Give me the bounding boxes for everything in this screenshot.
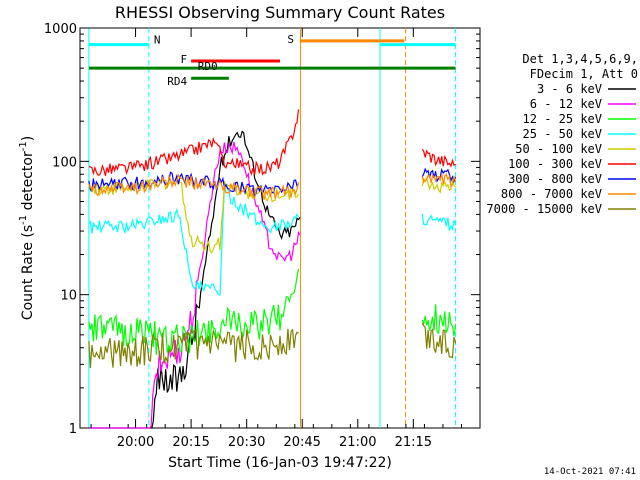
chart-title: RHESSI Observing Summary Count Rates [115,3,445,22]
x-tick-label: 20:45 [283,435,320,450]
x-axis-label: Start Time (16-Jan-03 19:47:22) [168,455,392,471]
series-line-12_25keV [421,304,457,337]
legend-label: 100 - 300 keV [508,157,602,171]
plot-frame [79,27,481,429]
legend-header-line1: Det 1,3,4,5,6,9, [522,52,638,66]
x-tick-label: 20:00 [117,435,154,450]
legend-label: 12 - 25 keV [523,112,602,126]
x-tick-label: 21:00 [339,435,376,450]
legend-label: 300 - 800 keV [508,172,602,186]
y-tick-label: 10 [60,289,77,304]
series-line-100_300keV [88,109,300,176]
legend-label: 7000 - 15000 keV [486,202,602,216]
series-line-25_50keV [88,184,300,297]
x-tick-label: 20:30 [228,435,265,450]
legend-header-line2: FDecim 1, Att 0 [530,67,638,81]
series-line-12_25keV [88,268,300,355]
series-line-7000_15000keV [88,328,299,369]
legend-label: 3 - 6 keV [537,82,602,96]
series-line-25_50keV [421,213,457,232]
flag-label-f: F [180,53,187,66]
series-line-7000_15000keV [421,322,457,359]
flag-label-n: N [154,34,161,47]
series-line-100_300keV [421,148,456,168]
series-line-6_12keV [88,141,301,429]
x-tick-label: 20:15 [172,435,209,450]
legend: Det 1,3,4,5,6,9, FDecim 1, Att 0 3 - 6 k… [486,52,638,216]
flag-label-s: S [287,33,294,46]
y-tick-label: 1000 [44,22,77,37]
flag-label-rd0: RD0 [198,60,218,73]
series-line-800_7000keV [421,173,457,188]
y-tick-label: 100 [52,155,77,170]
legend-label: 800 - 7000 keV [501,187,602,201]
legend-label: 50 - 100 keV [515,142,602,156]
legend-label: 6 - 12 keV [530,97,602,111]
flag-label-rd4: RD4 [167,75,187,88]
legend-label: 25 - 50 keV [523,127,602,141]
x-tick-label: 21:15 [395,435,432,450]
series-line-800_7000keV [88,173,300,200]
footer-timestamp: 14-Oct-2021 07:41 [544,467,636,477]
y-axis-label: Count Rate (s-1 detector-1) [18,136,36,320]
series-line-50_100keV [421,176,457,194]
y-tick-label: 1 [69,422,77,437]
